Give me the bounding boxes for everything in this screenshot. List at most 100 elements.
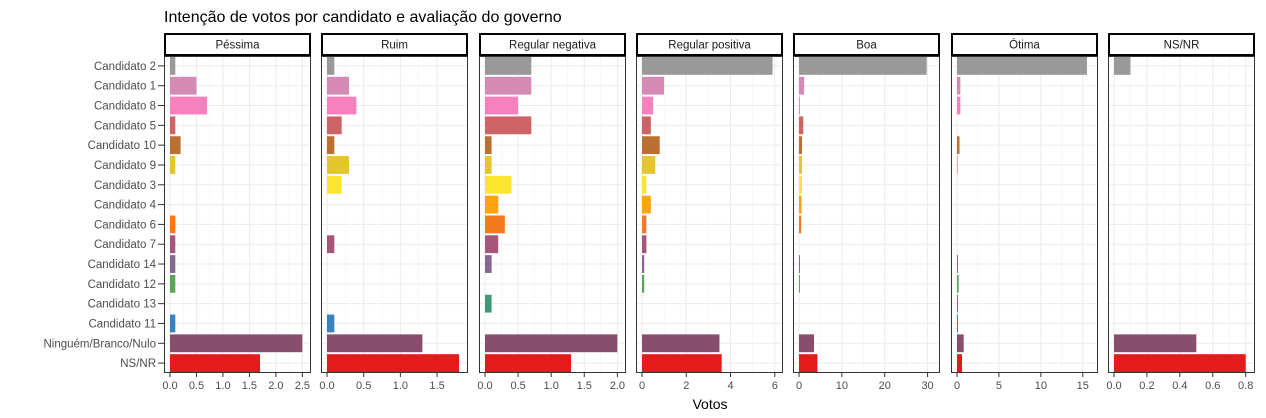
- bar: [799, 56, 927, 75]
- x-tick-label: 0: [954, 380, 960, 392]
- x-tick-label: 0.0: [1106, 380, 1121, 392]
- x-tick-label: 0.0: [162, 380, 177, 392]
- bar: [799, 136, 802, 155]
- bar: [327, 354, 460, 373]
- bar: [799, 274, 800, 293]
- x-tick-label: 0.2: [1139, 380, 1154, 392]
- facet-panel: NS/NR 0.0 0.2 0.4 0.6 0.8: [1106, 33, 1255, 392]
- facet-strip: [636, 33, 783, 56]
- bar: [170, 136, 181, 155]
- bar: [485, 136, 492, 155]
- bar: [957, 96, 961, 115]
- bar: [485, 175, 512, 194]
- bar: [957, 314, 958, 333]
- bar: [957, 136, 960, 155]
- facet-panel: Regular negativa 0.0 0.5 1.0 1.5 2.0: [477, 33, 626, 392]
- panel-border: [636, 56, 783, 373]
- x-tick-label: 1.5: [429, 380, 444, 392]
- panel-border: [793, 56, 940, 373]
- x-tick-label: 6: [772, 380, 778, 392]
- bar: [799, 175, 802, 194]
- facet-strip-label: Boa: [856, 40, 877, 52]
- x-tick-label: 0.5: [356, 380, 371, 392]
- panel-background: [951, 56, 1098, 373]
- bar: [642, 116, 651, 135]
- bar: [957, 156, 958, 174]
- facet-strip: [951, 33, 1098, 56]
- x-tick-label: 4: [727, 380, 733, 392]
- bar: [485, 235, 499, 254]
- bar: [799, 195, 802, 214]
- bar: [957, 56, 1087, 75]
- y-tick-label: Candidato 14: [88, 259, 157, 271]
- bar: [957, 76, 961, 95]
- panel-border: [1108, 56, 1255, 373]
- facet-panel: Péssima 0.0 0.5 1.0 1.5 2.0 2.5: [162, 33, 311, 392]
- bar: [642, 76, 665, 95]
- x-tick-label: 15: [1077, 380, 1089, 392]
- y-tick-label: Candidato 12: [88, 279, 156, 291]
- panel-background: [636, 56, 783, 373]
- facet-panel: Regular positiva 0 2 4 6: [636, 33, 783, 392]
- facet-strip-label: Péssima: [215, 40, 260, 52]
- facet-panels: Péssima 0.0 0.5 1.0 1.5 2.0 2.5 Ruim 0.0 0.5 1.0 1.…: [162, 33, 1255, 392]
- bar: [642, 274, 645, 293]
- bar: [485, 334, 618, 353]
- facet-strip-label: Ruim: [381, 40, 408, 52]
- bar: [170, 314, 176, 333]
- y-axis-labels: Candidato 2 Candidato 1 Candidato 8 Candida…: [43, 61, 164, 370]
- bar: [642, 195, 651, 214]
- bar: [485, 156, 492, 174]
- bar: [485, 76, 532, 95]
- y-tick-label: Candidato 3: [94, 180, 156, 192]
- x-tick-label: 0: [796, 380, 802, 392]
- y-tick-label: Candidato 2: [94, 61, 156, 73]
- bar: [485, 215, 505, 234]
- bar: [170, 56, 176, 75]
- y-tick-label: Candidato 13: [88, 299, 156, 311]
- bar: [485, 255, 492, 273]
- y-tick-label: Candidato 11: [88, 318, 156, 330]
- bar: [957, 354, 963, 373]
- bar: [957, 294, 958, 313]
- bar: [170, 255, 176, 273]
- y-tick-label: Candidato 8: [94, 101, 156, 113]
- bar: [327, 76, 350, 95]
- facet-panel: Ruim 0.0 0.5 1.0 1.5: [319, 33, 468, 392]
- panel-background: [793, 56, 940, 373]
- bar: [485, 195, 499, 214]
- panel-background: [1108, 56, 1255, 373]
- x-tick-label: 1.0: [393, 380, 408, 392]
- bar: [327, 156, 350, 174]
- bar: [799, 116, 804, 135]
- x-tick-label: 0.0: [319, 380, 334, 392]
- x-tick-label: 1.5: [577, 380, 592, 392]
- x-tick-label: 2: [683, 380, 689, 392]
- bar: [327, 175, 342, 194]
- x-tick-label: 1.0: [544, 380, 559, 392]
- bar: [799, 255, 800, 273]
- x-tick-label: 5: [996, 380, 1002, 392]
- bar: [957, 255, 958, 273]
- facet-strip: [793, 33, 940, 56]
- bar: [799, 96, 800, 115]
- facet-strip-label: Ótima: [1009, 39, 1040, 52]
- x-tick-label: 0.5: [510, 380, 525, 392]
- bar: [799, 76, 805, 95]
- x-tick-label: 0: [639, 380, 645, 392]
- bar: [170, 274, 176, 293]
- y-tick-label: Candidato 5: [94, 120, 156, 132]
- bar: [170, 96, 208, 115]
- facet-strip-label: Regular positiva: [668, 40, 751, 52]
- bar: [957, 334, 964, 353]
- bar: [642, 235, 647, 254]
- x-tick-label: 0.5: [189, 380, 204, 392]
- x-tick-label: 1.0: [215, 380, 230, 392]
- y-tick-label: Ninguém/Branco/Nulo: [43, 338, 156, 350]
- bar: [642, 136, 660, 155]
- x-tick-label: 0.6: [1205, 380, 1220, 392]
- y-tick-label: Candidato 9: [94, 160, 156, 172]
- bar: [485, 294, 492, 313]
- facet-panel: Boa 0 10 20 30: [793, 33, 940, 392]
- bar: [170, 215, 176, 234]
